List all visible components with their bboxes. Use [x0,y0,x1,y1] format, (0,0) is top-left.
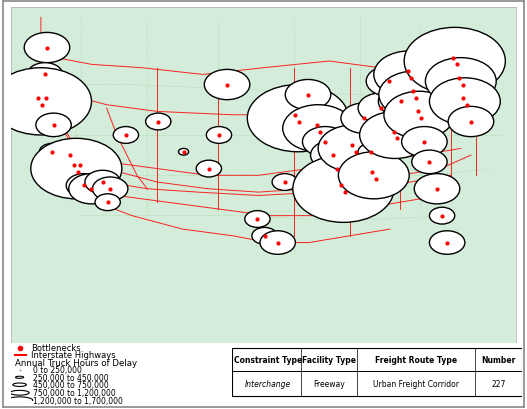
Circle shape [282,106,354,153]
Circle shape [318,126,389,173]
Text: 750,000 to 1,200,000: 750,000 to 1,200,000 [33,388,116,397]
Text: 1,200,000 to 1,700,000: 1,200,000 to 1,700,000 [33,396,123,405]
Text: Interstate Highways: Interstate Highways [31,351,115,360]
Circle shape [207,127,232,144]
Circle shape [247,85,348,153]
Circle shape [430,208,455,225]
Circle shape [66,174,102,198]
Text: Freeway: Freeway [313,379,345,388]
Circle shape [378,87,424,117]
Circle shape [379,72,450,119]
Text: 227: 227 [491,379,506,388]
Text: Urban Freight Corridor: Urban Freight Corridor [373,379,459,388]
Circle shape [10,391,29,395]
Circle shape [430,231,465,255]
Circle shape [285,80,331,110]
Circle shape [338,153,409,199]
Circle shape [53,144,88,168]
Circle shape [85,171,120,194]
Circle shape [341,104,386,134]
Text: Facility Type: Facility Type [302,355,356,364]
Circle shape [27,63,63,87]
Circle shape [448,107,494,137]
Circle shape [113,127,139,144]
Circle shape [324,161,349,178]
Circle shape [13,383,26,387]
Circle shape [260,231,295,255]
Circle shape [93,178,128,201]
Circle shape [302,127,348,157]
Circle shape [31,139,122,199]
Circle shape [366,67,412,97]
Text: Bottlenecks: Bottlenecks [31,344,81,353]
Circle shape [69,174,114,204]
Circle shape [95,194,120,211]
Circle shape [204,70,250,101]
Circle shape [430,79,500,126]
Circle shape [402,127,447,157]
Text: Number: Number [481,355,516,364]
Circle shape [40,144,65,161]
Circle shape [252,228,277,245]
Circle shape [425,58,496,106]
Text: Freight Route Type: Freight Route Type [375,355,457,364]
Circle shape [6,397,33,404]
Circle shape [179,149,189,156]
Circle shape [358,144,384,161]
Circle shape [245,211,270,228]
Circle shape [36,114,71,137]
Text: Interchange: Interchange [245,379,291,388]
Circle shape [359,112,431,159]
Circle shape [0,69,92,136]
Circle shape [272,174,297,191]
Circle shape [24,34,70,63]
Circle shape [374,52,445,99]
Circle shape [196,161,221,178]
Text: 250,000 to 450,000: 250,000 to 450,000 [33,373,109,382]
Circle shape [145,114,171,130]
Circle shape [15,376,24,378]
Text: Constraint Type: Constraint Type [234,355,302,364]
Circle shape [404,28,505,95]
Circle shape [384,92,455,139]
Text: Annual Truck Hours of Delay: Annual Truck Hours of Delay [15,358,137,367]
Text: 450,000 to 750,000: 450,000 to 750,000 [33,380,109,389]
Circle shape [293,156,394,223]
Text: 0 to 250,000: 0 to 250,000 [33,365,82,374]
Circle shape [358,94,404,124]
Circle shape [414,174,460,204]
Circle shape [412,151,447,174]
Circle shape [310,141,356,171]
